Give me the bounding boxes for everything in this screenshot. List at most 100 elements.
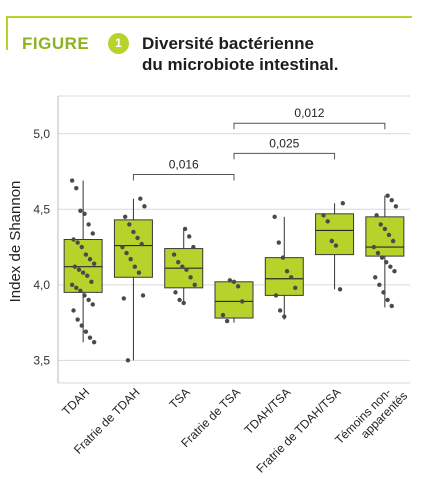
data-point	[82, 293, 87, 298]
data-point	[284, 269, 290, 274]
data-point	[375, 250, 381, 256]
data-point	[78, 208, 83, 213]
data-point	[138, 196, 143, 201]
data-point	[340, 201, 346, 206]
data-point	[329, 238, 335, 244]
data-point	[378, 222, 383, 227]
data-point	[90, 231, 95, 236]
x-tick-label-line: TDAH	[59, 385, 92, 418]
data-point	[79, 244, 84, 250]
data-point	[69, 178, 75, 183]
data-point	[191, 244, 196, 250]
data-point	[374, 213, 379, 218]
grid-lines	[58, 95, 410, 384]
data-point	[385, 193, 390, 198]
data-point	[184, 267, 189, 272]
x-tick-label-line: Fratrie de TDAH/TSA	[253, 385, 343, 475]
box-7	[365, 216, 405, 257]
data-point	[127, 222, 132, 227]
data-point	[273, 293, 279, 298]
y-axis-label: Index de Shannon	[7, 181, 24, 303]
data-point	[382, 226, 388, 232]
data-point	[181, 300, 186, 306]
y-tick-label: 5,0	[33, 127, 50, 141]
figure-title-line-1: Diversité bactérienne	[142, 34, 314, 53]
data-point	[325, 219, 330, 224]
figure-label: FIGURE	[22, 34, 90, 53]
data-point	[85, 273, 90, 278]
data-point	[139, 241, 144, 247]
data-point	[87, 335, 93, 340]
data-point	[71, 308, 76, 313]
data-points	[69, 178, 399, 363]
figure-header: FIGURE 1 Diversité bactérienne du microb…	[0, 0, 445, 80]
data-point	[188, 275, 193, 280]
data-point	[128, 256, 133, 262]
data-point	[182, 226, 188, 232]
data-point	[187, 234, 192, 239]
data-point	[121, 296, 127, 301]
data-point	[132, 264, 138, 269]
significance-brackets: 0,016 0,025 0,012	[132, 106, 386, 181]
data-point	[173, 290, 178, 295]
data-point	[235, 284, 241, 289]
data-point	[135, 235, 140, 241]
data-point	[321, 213, 326, 218]
axes: 3,5 4,0 4,5 5,0 Index de Shannon	[7, 96, 59, 383]
data-point	[78, 288, 83, 294]
data-point	[240, 299, 245, 304]
data-point	[224, 318, 230, 324]
data-point	[231, 279, 237, 284]
x-tick-label: Fratrie de TDAH/TSA	[253, 385, 343, 475]
x-tick-label: Témoins non-apparentés	[332, 379, 410, 457]
data-point	[74, 185, 79, 191]
data-point	[381, 290, 386, 295]
data-point	[373, 275, 378, 280]
data-point	[220, 312, 226, 318]
boxes	[63, 180, 405, 361]
box-5	[264, 257, 304, 296]
data-point	[83, 252, 89, 257]
figure-title-line-2: du microbiote intestinal.	[142, 55, 339, 74]
data-point	[388, 264, 393, 269]
box-6	[315, 213, 355, 256]
data-point	[80, 270, 86, 275]
significance-bracket	[233, 122, 386, 130]
box-4	[214, 281, 254, 319]
data-point	[140, 293, 146, 298]
header-accent-bar	[6, 16, 8, 50]
data-point	[371, 244, 377, 250]
data-point	[91, 261, 97, 266]
data-point	[377, 282, 382, 288]
data-point	[337, 287, 343, 292]
data-point	[385, 297, 390, 303]
data-point	[390, 238, 396, 244]
data-point	[72, 264, 78, 269]
data-point	[384, 259, 389, 265]
data-point	[272, 214, 277, 220]
data-point	[90, 302, 95, 307]
data-point	[389, 303, 394, 309]
data-point	[288, 275, 294, 280]
data-point	[333, 243, 339, 248]
data-point	[79, 323, 84, 328]
data-point	[389, 198, 394, 203]
box-2	[113, 219, 153, 278]
data-point	[280, 255, 286, 260]
p-value-label: 0,016	[169, 158, 199, 172]
data-point	[75, 240, 80, 245]
data-point	[86, 222, 91, 227]
data-point	[86, 297, 91, 303]
data-point	[276, 240, 281, 245]
data-point	[136, 270, 142, 275]
significance-bracket	[132, 174, 235, 181]
y-tick-label: 4,0	[33, 278, 50, 292]
data-point	[125, 358, 131, 363]
figure-title: Diversité bactérienne du microbiote inte…	[142, 33, 338, 75]
data-point	[75, 317, 80, 322]
data-point	[386, 232, 392, 238]
data-point	[171, 252, 177, 257]
data-point	[177, 297, 182, 303]
